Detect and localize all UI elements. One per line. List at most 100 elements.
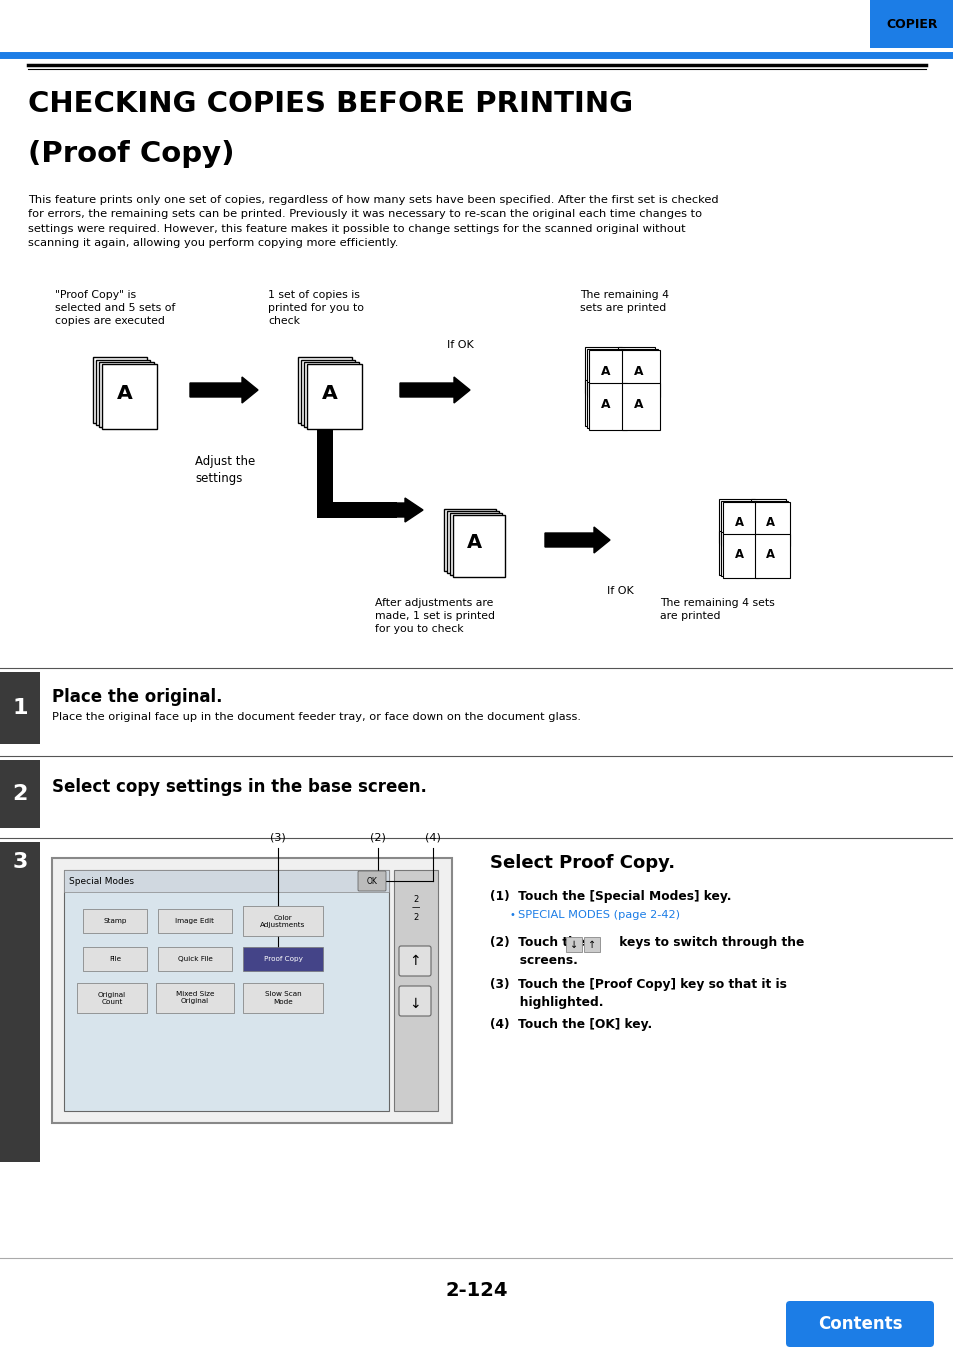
FancyBboxPatch shape [750,500,785,543]
Text: Stamp: Stamp [103,918,127,923]
Text: 2-124: 2-124 [445,1281,508,1300]
FancyBboxPatch shape [398,986,431,1017]
FancyBboxPatch shape [64,869,389,1111]
Text: A: A [634,366,643,378]
FancyBboxPatch shape [565,937,581,952]
FancyBboxPatch shape [453,514,504,576]
Text: ↑: ↑ [587,940,596,950]
FancyBboxPatch shape [622,383,659,429]
Text: Slow Scan
Mode: Slow Scan Mode [264,991,301,1004]
Text: The remaining 4 sets
are printed: The remaining 4 sets are printed [659,598,774,621]
FancyArrow shape [395,498,422,522]
FancyBboxPatch shape [0,842,40,1162]
Text: ↑: ↑ [409,954,420,968]
FancyBboxPatch shape [754,533,790,578]
FancyBboxPatch shape [752,501,787,545]
FancyArrow shape [544,526,609,554]
Text: (Proof Copy): (Proof Copy) [28,140,234,167]
Text: (2): (2) [370,833,386,842]
Text: A: A [634,398,643,412]
FancyBboxPatch shape [722,502,759,547]
Text: Place the original.: Place the original. [52,688,222,706]
Text: (3): (3) [270,833,286,842]
Text: A: A [600,366,610,378]
FancyBboxPatch shape [589,383,626,429]
Text: Contents: Contents [817,1315,902,1332]
Text: If OK: If OK [446,340,473,350]
FancyBboxPatch shape [720,532,756,576]
Text: 3: 3 [12,852,28,872]
FancyBboxPatch shape [450,513,501,575]
FancyBboxPatch shape [158,909,232,933]
Text: (2)  Touch the        keys to switch through the
       screens.: (2) Touch the keys to switch through the… [490,936,803,967]
Text: Mixed Size
Original: Mixed Size Original [175,991,214,1004]
Text: •: • [510,910,516,919]
Text: 1: 1 [12,698,28,718]
Text: (1)  Touch the [Special Modes] key.: (1) Touch the [Special Modes] key. [490,890,731,903]
FancyBboxPatch shape [722,533,759,578]
Text: A: A [600,398,610,412]
Text: ↓: ↓ [409,998,420,1011]
Text: Quick File: Quick File [177,956,213,963]
Text: 2
—
2: 2 — 2 [412,895,419,922]
Text: A: A [734,516,742,529]
Text: If OK: If OK [606,586,633,595]
FancyBboxPatch shape [0,672,40,744]
FancyArrow shape [190,377,257,404]
Text: COPIER: COPIER [885,18,937,31]
Text: CHECKING COPIES BEFORE PRINTING: CHECKING COPIES BEFORE PRINTING [28,90,633,117]
FancyBboxPatch shape [589,351,626,397]
FancyBboxPatch shape [316,502,396,518]
Text: File: File [109,956,121,963]
FancyBboxPatch shape [584,381,622,427]
FancyBboxPatch shape [357,871,386,891]
Text: A: A [466,533,481,552]
Text: Adjust the
settings: Adjust the settings [194,455,255,485]
FancyBboxPatch shape [158,946,232,971]
FancyBboxPatch shape [243,983,323,1012]
FancyBboxPatch shape [307,363,361,429]
Text: OK: OK [366,876,377,886]
FancyBboxPatch shape [719,500,754,543]
FancyBboxPatch shape [785,1301,933,1347]
FancyBboxPatch shape [52,859,452,1123]
FancyBboxPatch shape [618,347,655,393]
FancyBboxPatch shape [583,937,599,952]
Text: Place the original face up in the document feeder tray, or face down on the docu: Place the original face up in the docume… [52,711,580,722]
FancyBboxPatch shape [587,348,624,396]
Text: (4)  Touch the [OK] key.: (4) Touch the [OK] key. [490,1018,652,1031]
Text: Original
Count: Original Count [98,991,126,1004]
FancyBboxPatch shape [0,760,40,828]
Text: Image Edit: Image Edit [175,918,214,923]
FancyBboxPatch shape [869,0,953,49]
Text: SPECIAL MODES (page 2-42): SPECIAL MODES (page 2-42) [517,910,679,919]
Text: This feature prints only one set of copies, regardless of how many sets have bee: This feature prints only one set of copi… [28,194,718,248]
FancyBboxPatch shape [243,946,323,971]
FancyBboxPatch shape [394,869,437,1111]
FancyBboxPatch shape [99,362,153,427]
FancyBboxPatch shape [447,512,498,572]
Text: The remaining 4
sets are printed: The remaining 4 sets are printed [579,290,668,313]
Text: 2: 2 [12,784,28,805]
FancyBboxPatch shape [584,347,622,393]
Text: A: A [765,516,774,529]
Text: ↓: ↓ [569,940,578,950]
FancyBboxPatch shape [95,359,151,425]
FancyBboxPatch shape [752,532,787,576]
FancyBboxPatch shape [92,358,147,423]
FancyBboxPatch shape [102,363,156,429]
FancyBboxPatch shape [619,382,657,428]
FancyBboxPatch shape [77,983,147,1012]
Text: (3)  Touch the [Proof Copy] key so that it is
       highlighted.: (3) Touch the [Proof Copy] key so that i… [490,977,786,1008]
Text: Special Modes: Special Modes [69,876,133,886]
Text: Select Proof Copy.: Select Proof Copy. [490,855,675,872]
Text: Proof Copy: Proof Copy [263,956,302,963]
FancyBboxPatch shape [622,351,659,397]
Text: "Proof Copy" is
selected and 5 sets of
copies are executed: "Proof Copy" is selected and 5 sets of c… [55,290,175,327]
FancyBboxPatch shape [443,509,496,571]
FancyBboxPatch shape [297,358,352,423]
FancyBboxPatch shape [83,909,147,933]
FancyBboxPatch shape [587,382,624,428]
Text: After adjustments are
made, 1 set is printed
for you to check: After adjustments are made, 1 set is pri… [375,598,495,634]
Text: Color
Adjustments: Color Adjustments [260,914,305,927]
